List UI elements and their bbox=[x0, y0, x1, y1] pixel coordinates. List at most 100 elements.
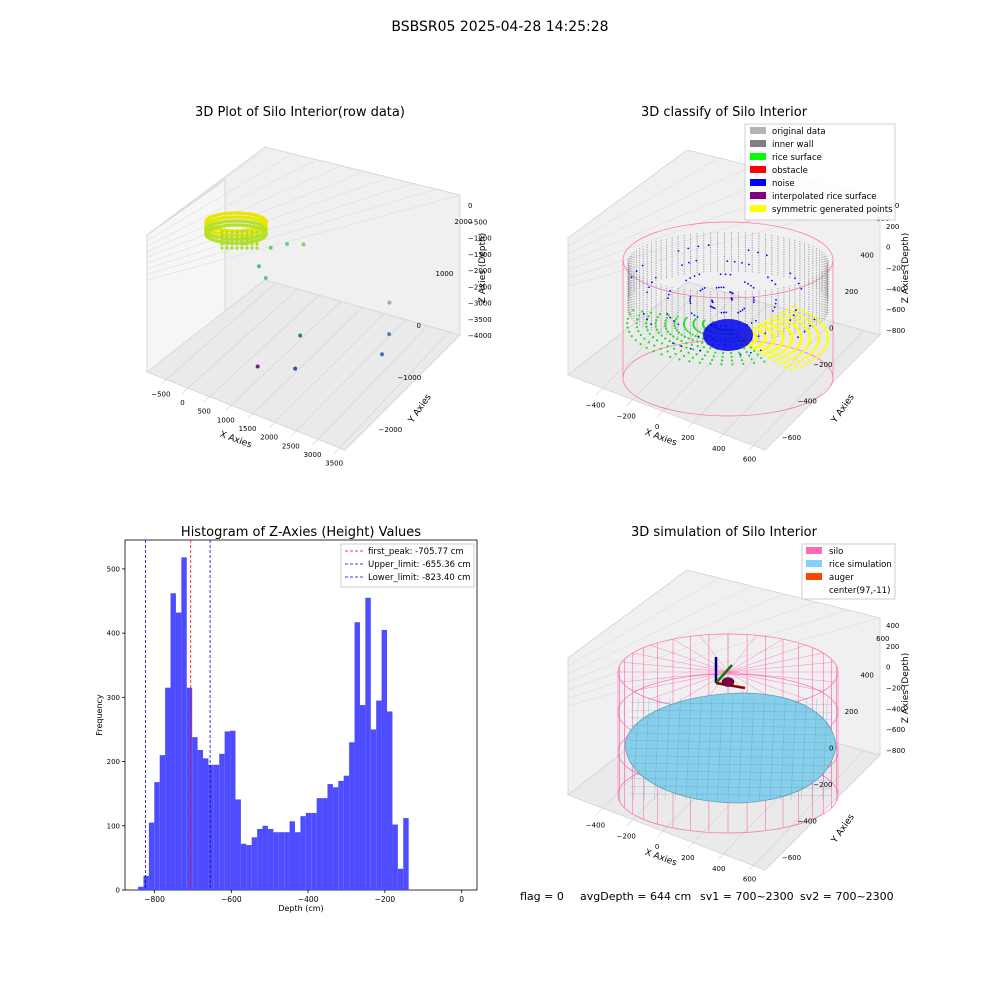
classify-rice-point bbox=[722, 351, 725, 355]
raw-ring-point bbox=[225, 246, 229, 250]
classify-symmetric-point bbox=[813, 316, 817, 320]
classify-symmetric-point bbox=[812, 348, 816, 352]
raw-z-tick-label: −2000 bbox=[468, 267, 492, 275]
classify-noise-point bbox=[685, 279, 688, 282]
classify-noise-point bbox=[710, 306, 713, 308]
classify-zlabel: Z Axies (Depth) bbox=[901, 233, 911, 304]
sim-y-ticks: −600 −400 −200 0 200 400 600 bbox=[782, 635, 890, 862]
classify-rice-point bbox=[696, 340, 699, 343]
sim-mesh-line bbox=[706, 697, 713, 801]
sim-mesh-line bbox=[629, 710, 833, 713]
hist-bars bbox=[138, 557, 409, 890]
raw-point bbox=[263, 276, 268, 281]
classify-noise-point bbox=[697, 335, 700, 338]
classify-rice-point bbox=[742, 362, 745, 365]
classify-rice-point bbox=[657, 331, 660, 334]
hist-bar bbox=[365, 597, 371, 890]
classify-legend-swatch bbox=[750, 127, 766, 134]
panel-simulation: 3D simulation of Silo Interior −400 −200 0… bbox=[566, 525, 911, 884]
sim-y-tick-label: 400 bbox=[860, 672, 873, 680]
classify-noise-point bbox=[651, 281, 653, 284]
raw-ring-point bbox=[245, 238, 249, 242]
classify-symmetric-point bbox=[772, 318, 776, 322]
classify-symmetric-point bbox=[792, 323, 796, 327]
hist-ylabel: Frequency bbox=[95, 694, 104, 736]
sim-silo-roof-spoke bbox=[727, 644, 806, 673]
classify-symmetric-point bbox=[802, 316, 806, 319]
cls-z-tick-label: −400 bbox=[886, 285, 905, 293]
classify-noise-point bbox=[690, 312, 693, 315]
raw-ring-point bbox=[239, 223, 244, 227]
raw-ring-point bbox=[225, 234, 229, 238]
raw-ring-point bbox=[255, 246, 259, 250]
raw-ring-point bbox=[255, 230, 259, 234]
classify-noise-point bbox=[703, 287, 706, 289]
sim-z-tick-label: −800 bbox=[886, 747, 905, 755]
sim-mesh-line bbox=[790, 697, 797, 801]
hist-bar bbox=[181, 557, 187, 890]
classify-noise-point bbox=[775, 298, 777, 301]
raw-ring-point bbox=[240, 234, 244, 238]
classify-rice-point bbox=[763, 360, 766, 363]
sim-mesh-line bbox=[675, 697, 681, 801]
hist-bar bbox=[246, 845, 252, 890]
classify-noise-points bbox=[630, 244, 816, 356]
classify-rice-point bbox=[680, 339, 683, 343]
hist-bar bbox=[381, 629, 388, 890]
hist-xlabel: Depth (cm) bbox=[278, 904, 323, 913]
hist-bar bbox=[219, 753, 225, 890]
classify-rice-point bbox=[634, 339, 637, 342]
classify-x-ticks: −400 −200 0 200 400 600 bbox=[586, 401, 756, 463]
classify-symmetric-point bbox=[778, 321, 781, 324]
raw-pane-back bbox=[146, 146, 461, 451]
sim-auger bbox=[714, 657, 746, 690]
raw-ring-point bbox=[220, 224, 224, 228]
sim-legend-label: auger bbox=[829, 573, 854, 583]
classify-noise-point bbox=[749, 351, 752, 354]
raw-ring-point bbox=[264, 231, 268, 236]
classify-rice-point bbox=[645, 346, 648, 349]
classify-symmetric-point bbox=[814, 346, 818, 349]
classify-noise-point bbox=[747, 282, 749, 285]
classify-noise-point bbox=[743, 281, 746, 284]
classify-noise-point bbox=[693, 314, 696, 317]
classify-rice-point bbox=[692, 348, 695, 351]
sim-mesh-line bbox=[811, 697, 818, 801]
classify-rice-point bbox=[635, 322, 638, 325]
hist-bar bbox=[224, 731, 231, 890]
raw-z-gridline bbox=[146, 155, 290, 241]
classify-symmetric-point bbox=[782, 324, 786, 327]
classify-noise-point bbox=[698, 273, 701, 276]
classify-noise-point bbox=[681, 264, 683, 267]
classify-noise-point bbox=[677, 250, 680, 252]
classify-noise-point bbox=[725, 311, 728, 314]
sim-x-tick-label: −400 bbox=[586, 821, 605, 829]
classify-symmetric-point bbox=[787, 320, 791, 324]
raw-z-tick-label: −3000 bbox=[468, 300, 492, 308]
classify-symmetric-point bbox=[762, 353, 766, 356]
classify-symmetric-point bbox=[823, 347, 826, 350]
hist-bar bbox=[397, 868, 404, 890]
raw-x-gridline bbox=[203, 295, 320, 402]
cls-x-tick-label: 400 bbox=[712, 445, 725, 453]
classify-symmetric-point bbox=[767, 356, 771, 360]
classify-rice-point bbox=[655, 339, 659, 342]
classify-symmetric-point bbox=[800, 322, 804, 326]
classify-rice-point bbox=[675, 329, 679, 332]
sv2-text: sv2 = 700~2300 bbox=[800, 890, 894, 903]
classify-legend-label: noise bbox=[772, 179, 795, 189]
raw-ring-point bbox=[225, 230, 229, 234]
classify-noise-point bbox=[669, 289, 672, 292]
raw-point bbox=[379, 352, 384, 357]
sim-mesh-line bbox=[629, 717, 833, 720]
sim-mesh-line bbox=[664, 697, 671, 801]
classify-symmetric-point bbox=[790, 322, 794, 325]
classify-rice-point bbox=[651, 336, 655, 339]
raw-point bbox=[293, 366, 298, 371]
classify-noise-point bbox=[741, 261, 743, 264]
raw-ring-point bbox=[232, 215, 237, 219]
cls-x-gridline bbox=[749, 330, 865, 450]
classify-symmetric-point bbox=[808, 360, 812, 364]
classify-symmetric-point bbox=[770, 350, 774, 353]
classify-symmetric-point bbox=[773, 359, 777, 363]
